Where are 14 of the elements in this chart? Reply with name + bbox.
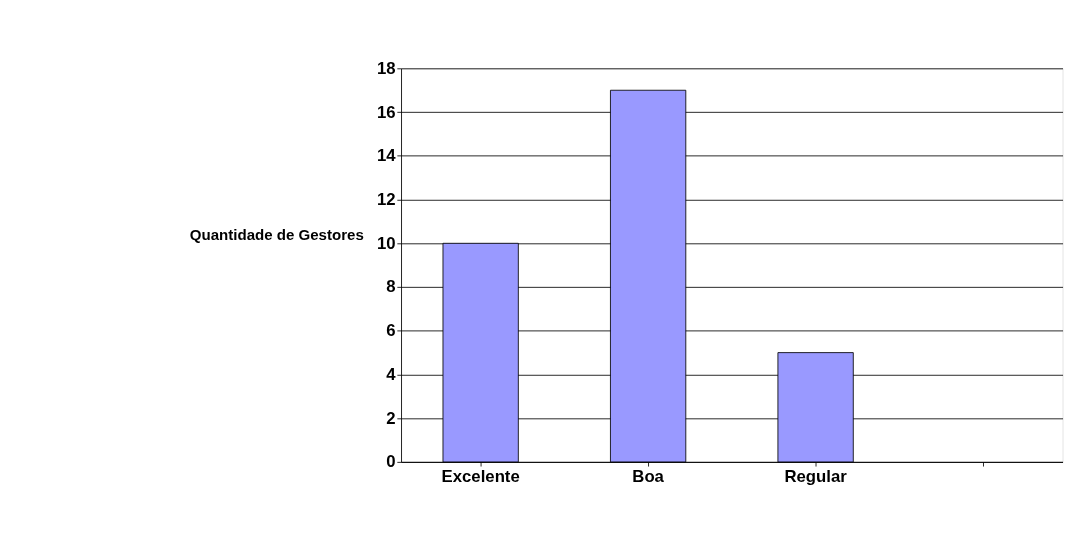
- y-tick-label: 16: [377, 102, 396, 122]
- y-tick-label: 12: [377, 190, 396, 210]
- y-tick-label: 6: [386, 321, 396, 341]
- y-tick-label: 14: [377, 146, 397, 166]
- x-tick-label: Regular: [784, 466, 848, 486]
- y-tick-label: 0: [386, 452, 396, 472]
- y-axis-title: Quantidade de Gestores: [189, 226, 364, 244]
- y-tick-label: 8: [386, 277, 396, 297]
- y-tick-label: 10: [377, 233, 396, 253]
- x-tick-label: Boa: [632, 466, 665, 486]
- y-tick-label: 2: [386, 408, 396, 428]
- y-tick-label: 18: [377, 58, 396, 78]
- x-tick-label: Excelente: [441, 466, 520, 486]
- y-tick-label: 4: [386, 364, 397, 384]
